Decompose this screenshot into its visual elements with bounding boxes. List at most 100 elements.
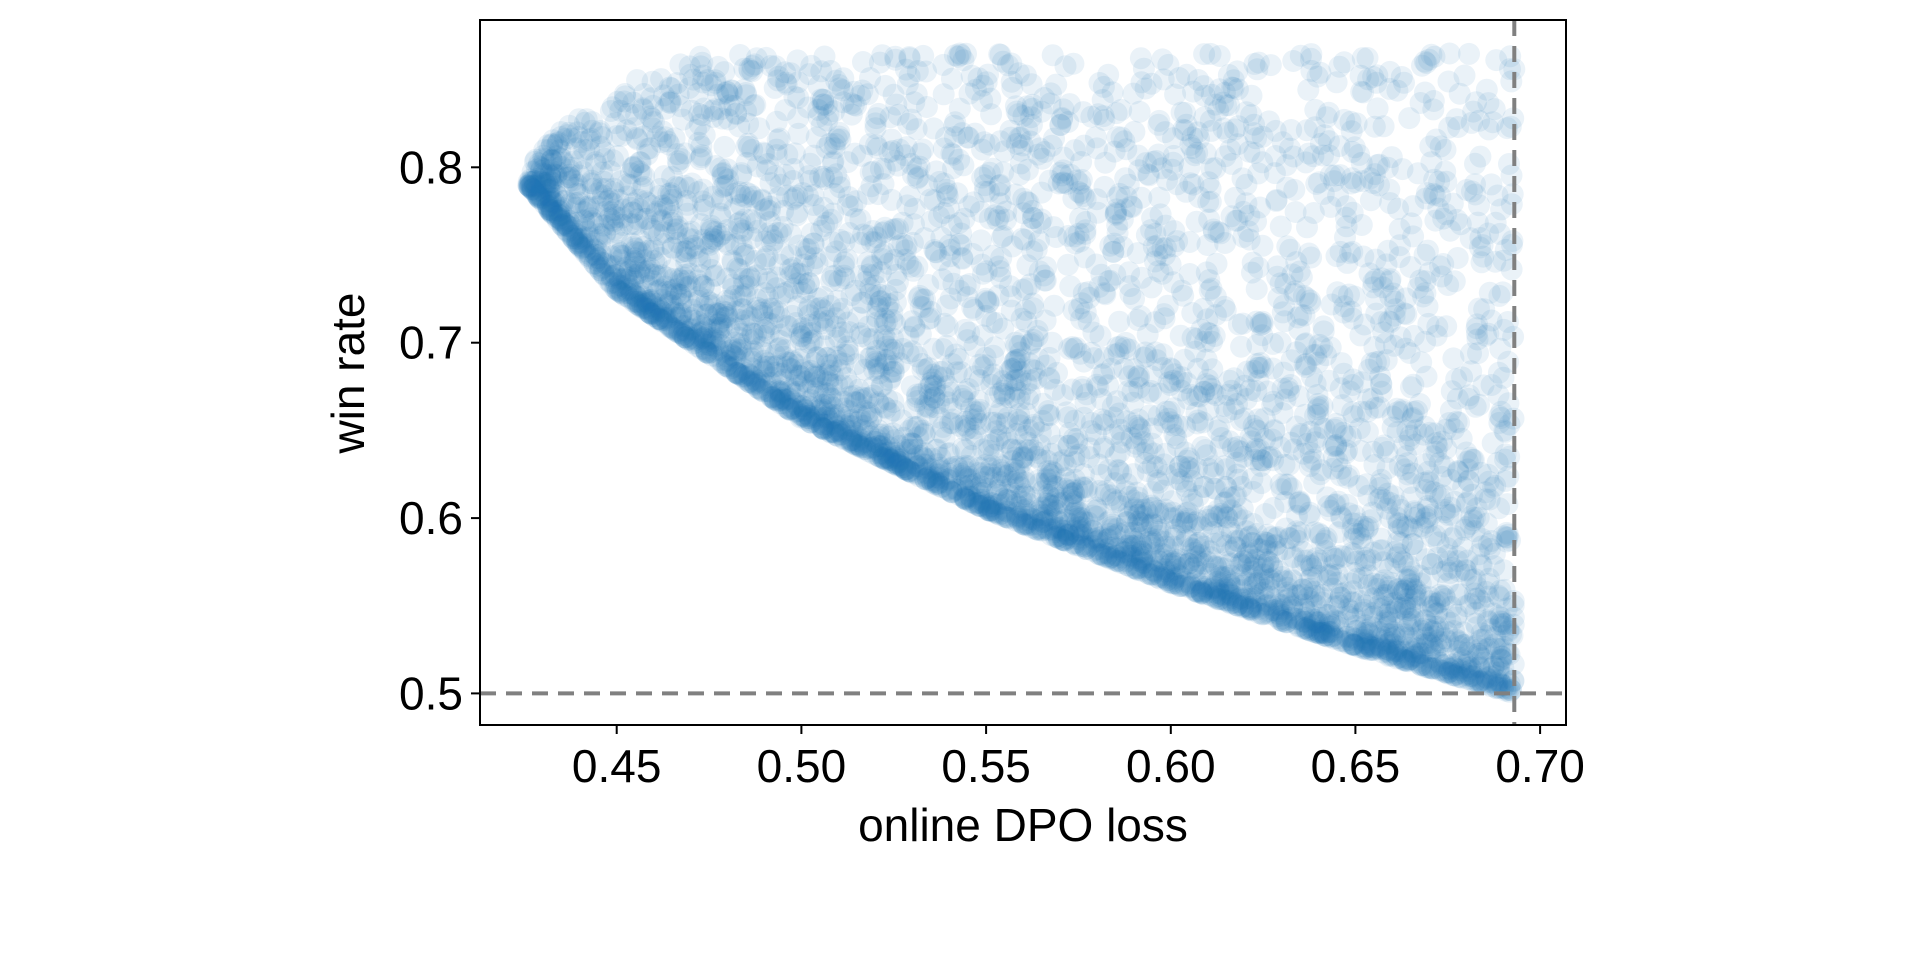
scatter-point [766,354,789,377]
scatter-point [907,166,930,188]
scatter-point [1435,315,1458,338]
scatter-point [608,274,630,297]
scatter-point [622,270,645,293]
scatter-point [1460,669,1483,692]
scatter-point [954,488,977,511]
scatter-point [1414,282,1437,305]
scatter-point [624,247,646,270]
scatter-point [1152,68,1175,91]
scatter-point [1378,178,1401,201]
scatter-point [1361,606,1384,628]
scatter-point [989,43,1012,66]
scatter-point [1232,592,1254,614]
scatter-point [671,323,694,346]
scatter-point [1020,113,1043,136]
scatter-point [828,269,851,292]
scatter-point [1325,245,1348,268]
scatter-point [1304,373,1327,395]
scatter-point [1016,158,1039,181]
scatter-point [585,238,608,261]
scatter-point [1279,137,1301,160]
scatter-point [692,275,715,298]
scatter-point [1147,499,1170,522]
scatter-point [1012,513,1035,536]
scatter-point [1367,488,1390,511]
scatter-point [587,247,610,270]
scatter-point [525,179,548,202]
scatter-point [548,204,571,227]
scatter-point [795,278,818,301]
scatter-point [1311,621,1333,644]
scatter-point [1101,395,1124,418]
scatter-point [1156,169,1178,191]
scatter-point [997,54,1019,77]
scatter-point [591,190,614,213]
scatter-point [1302,618,1325,641]
scatter-point [765,277,788,300]
scatter-point [1382,485,1405,508]
scatter-point [698,245,721,268]
scatter-point [1403,507,1426,529]
scatter-point [660,77,683,100]
scatter-point [599,264,622,287]
scatter-point [1227,313,1250,336]
scatter-point [1100,357,1123,380]
scatter-point [1495,530,1518,553]
scatter-point [545,145,568,168]
scatter-point [1266,265,1289,288]
scatter-point [1237,553,1260,576]
scatter-point [932,137,955,160]
scatter-point [665,175,687,198]
scatter-point [826,425,849,448]
scatter-point [1370,373,1393,396]
scatter-point [1459,665,1482,688]
scatter-point [1329,164,1352,187]
scatter-point [666,143,689,166]
scatter-point [999,275,1021,298]
scatter-point [705,264,728,287]
scatter-point [1135,345,1158,367]
scatter-point [1313,124,1336,147]
scatter-point [1016,254,1039,277]
scatter-point [663,127,686,150]
scatter-point [1235,520,1258,543]
scatter-point [815,405,838,428]
scatter-point [981,157,1004,180]
scatter-point [1077,535,1100,557]
scatter-point [539,159,562,182]
scatter-point [610,124,633,147]
scatter-point [1419,646,1442,669]
scatter-point [1321,620,1344,643]
scatter-point [825,423,847,446]
scatter-point [1428,591,1450,614]
scatter-point [1419,135,1442,158]
scatter-point [1051,106,1074,129]
scatter-point [618,260,641,283]
scatter-point [1102,406,1125,429]
scatter-point [629,295,652,318]
scatter-point [1130,550,1153,573]
scatter-point [1070,507,1093,530]
scatter-point [673,326,696,349]
scatter-point [686,324,709,347]
scatter-point [1022,414,1045,436]
scatter-point [1107,342,1130,365]
scatter-point [1475,78,1498,101]
scatter-point [1141,530,1164,553]
scatter-point [1376,641,1399,664]
scatter-point [669,53,692,76]
scatter-point [1004,349,1027,372]
scatter-point [1127,416,1150,439]
scatter-point [830,423,853,446]
scatter-point [1114,480,1137,503]
scatter-point [1109,418,1132,441]
scatter-point [741,55,764,77]
scatter-point [1198,374,1221,397]
scatter-point [1009,414,1032,437]
scatter-point [1484,211,1507,234]
scatter-point [1220,152,1243,175]
scatter-point [1368,174,1390,197]
scatter-point [1047,511,1070,533]
scatter-point [912,44,935,67]
scatter-point [1480,173,1503,196]
